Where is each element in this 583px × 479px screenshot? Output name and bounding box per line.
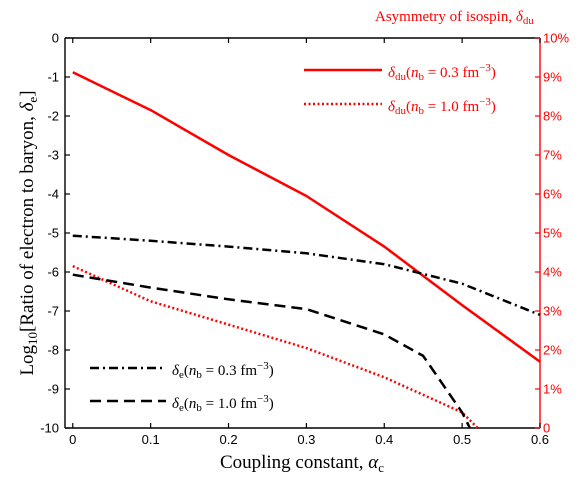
left-y-tick-label: -8 bbox=[47, 343, 59, 358]
left-y-tick-label: -7 bbox=[47, 304, 59, 319]
left-y-tick-label: 0 bbox=[52, 31, 59, 46]
left-y-tick-label: -2 bbox=[47, 109, 59, 124]
legend-label-ddu-0.3: δdu(nb = 0.3 fm−3) bbox=[388, 62, 496, 83]
legend-label-de-0.3: δe(nb = 0.3 fm−3) bbox=[172, 360, 274, 381]
plot-frame bbox=[64, 37, 541, 429]
right-y-tick-label: 3% bbox=[543, 304, 562, 319]
right-y-tick-label: 9% bbox=[543, 70, 562, 85]
x-axis-ticks: 0 0.1 0.2 0.3 0.4 0.5 0.6 bbox=[69, 38, 549, 447]
right-y-tick-label: 10% bbox=[543, 31, 569, 46]
series-line-1-solid bbox=[72, 71, 541, 363]
left-y-tick-label: -3 bbox=[47, 148, 59, 163]
left-y-tick-label: -6 bbox=[47, 265, 59, 280]
series-line-4-dashed bbox=[72, 273, 472, 429]
right-y-tick-label: 0 bbox=[543, 421, 550, 436]
x-tick-label: 0.4 bbox=[375, 432, 393, 447]
x-tick-label: 0.2 bbox=[219, 432, 237, 447]
x-tick-label: 0.3 bbox=[297, 432, 315, 447]
series-line-2-dotted bbox=[72, 264, 479, 429]
right-y-axis-label: Asymmetry of isospin, δdu bbox=[375, 9, 534, 27]
right-y-tick-label: 8% bbox=[543, 109, 562, 124]
right-y-tick-label: 4% bbox=[543, 265, 562, 280]
right-y-tick-label: 1% bbox=[543, 382, 562, 397]
x-tick-label: 0.6 bbox=[531, 432, 549, 447]
left-y-tick-label: -4 bbox=[47, 187, 59, 202]
x-axis-label: Coupling constant, αc bbox=[220, 452, 384, 475]
left-y-tick-label: -5 bbox=[47, 226, 59, 241]
legend-bottom-left: δe(nb = 0.3 fm−3) δe(nb = 1.0 fm−3) bbox=[90, 360, 274, 414]
left-y-tick-label: -10 bbox=[40, 421, 59, 436]
series-lines bbox=[72, 71, 541, 429]
right-y-axis-ticks: 10% 9% 8% 7% 6% 5% 4% 3% 2% 1% 0 bbox=[535, 31, 569, 436]
legend-top-right: δdu(nb = 0.3 fm−3) δdu(nb = 1.0 fm−3) bbox=[304, 62, 496, 117]
x-tick-label: 0 bbox=[69, 432, 76, 447]
x-tick-label: 0.1 bbox=[142, 432, 160, 447]
legend-label-ddu-1.0: δdu(nb = 1.0 fm−3) bbox=[388, 96, 496, 117]
x-tick-label: 0.5 bbox=[453, 432, 471, 447]
right-y-tick-label: 6% bbox=[543, 187, 562, 202]
left-y-tick-label: -9 bbox=[47, 382, 59, 397]
right-y-tick-label: 5% bbox=[543, 226, 562, 241]
right-y-tick-label: 2% bbox=[543, 343, 562, 358]
right-y-tick-label: 7% bbox=[543, 148, 562, 163]
series-line-3-dashdot bbox=[72, 234, 541, 317]
left-y-axis-ticks: 0 -1 -2 -3 -4 -5 -6 -7 -8 -9 -10 bbox=[40, 31, 70, 436]
left-y-tick-label: -1 bbox=[47, 70, 59, 85]
legend-label-de-1.0: δe(nb = 1.0 fm−3) bbox=[172, 393, 274, 414]
left-y-axis-label: Log10[Ratio of electron to baryon, δe] bbox=[17, 90, 40, 375]
